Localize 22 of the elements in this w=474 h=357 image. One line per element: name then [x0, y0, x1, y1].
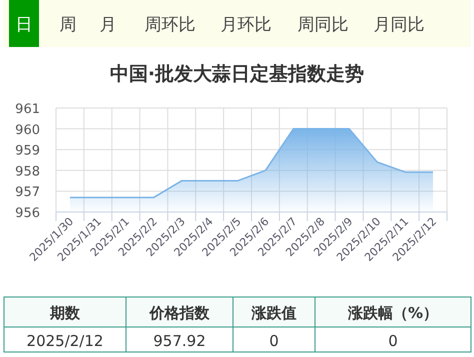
y-tick-label: 959	[15, 144, 40, 159]
text: 957.92	[153, 332, 206, 350]
text: 2025/2/12	[26, 332, 104, 350]
y-tick-label: 960	[15, 122, 40, 138]
chart-title: 中国·批发大蒜日定基指数走势	[110, 63, 364, 85]
text: 周同比	[298, 15, 348, 35]
y-tick-label: 957	[15, 185, 40, 200]
y-tick-label: 956	[15, 206, 40, 221]
text: 周环比	[144, 15, 196, 35]
y-tick-label: 958	[15, 164, 40, 180]
text: 0	[269, 332, 279, 350]
text: 月	[100, 15, 116, 35]
text: 价格指数	[148, 304, 210, 322]
text: 期数	[49, 304, 81, 322]
text: 日	[16, 15, 32, 35]
text: 0	[388, 332, 398, 350]
text: 涨跌值	[250, 304, 296, 322]
y-tick-label: 961	[15, 102, 40, 117]
text: 月同比	[374, 15, 424, 35]
text: 涨跌幅（%）	[346, 304, 438, 322]
text: 月环比	[220, 15, 272, 35]
text: 周	[60, 15, 76, 35]
